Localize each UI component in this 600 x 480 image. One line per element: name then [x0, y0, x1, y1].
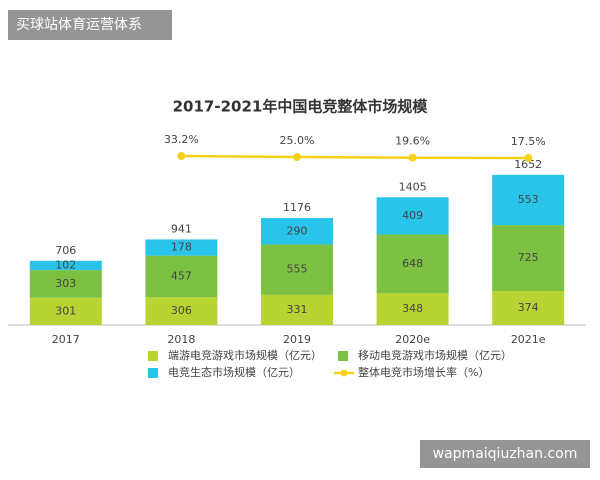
bar-segment	[376, 197, 449, 235]
segment-label: 725	[518, 251, 539, 264]
growth-label: 17.5%	[511, 135, 546, 148]
segment-label: 374	[518, 301, 539, 314]
total-label: 1405	[399, 180, 427, 193]
segment-label: 301	[55, 304, 76, 317]
legend-label: 电竞生态市场规模（亿元）	[168, 365, 300, 379]
growth-line	[181, 154, 529, 160]
total-label: 1176	[283, 201, 311, 214]
growth-label: 25.0%	[280, 134, 315, 147]
x-tick-label: 2018	[167, 333, 195, 346]
legend-swatch	[148, 368, 158, 378]
bar-segment	[29, 260, 102, 271]
segment-label: 348	[402, 302, 423, 315]
bar-segment	[29, 297, 102, 325]
segment-label: 331	[287, 303, 308, 316]
total-label: 1652	[514, 158, 542, 171]
x-tick-label: 2019	[283, 333, 311, 346]
bar-segment	[145, 297, 218, 325]
x-tick-label: 2021e	[511, 333, 546, 346]
legend-dot	[340, 369, 348, 377]
bar-segment	[492, 291, 565, 325]
segment-label: 553	[518, 193, 539, 206]
chart-title: 2017-2021年中国电竞整体市场规模	[173, 98, 429, 116]
growth-point	[293, 153, 301, 162]
growth-point	[408, 153, 417, 162]
growth-label: 33.2%	[164, 133, 199, 146]
growth-point	[177, 152, 186, 161]
segment-label: 409	[402, 209, 423, 222]
bar-segment	[29, 270, 102, 298]
x-tick-label: 2017	[52, 333, 80, 346]
segment-label: 290	[287, 224, 308, 237]
legend-label: 整体电竞市场增长率（%）	[358, 365, 489, 379]
bar-segment	[492, 174, 565, 226]
segment-label: 303	[55, 277, 76, 290]
segment-label: 102	[55, 258, 76, 271]
legend-label: 端游电竞游戏市场规模（亿元）	[168, 348, 322, 362]
watermark: wapmaiqiuzhan.com	[433, 446, 578, 462]
segment-label: 306	[171, 304, 192, 317]
bar-segment	[376, 293, 449, 325]
segment-label: 555	[287, 263, 308, 276]
watermark: 买球站体育运营体系	[16, 17, 142, 33]
total-label: 706	[55, 244, 76, 257]
legend-label: 移动电竞游戏市场规模（亿元）	[358, 348, 512, 362]
growth-label: 19.6%	[395, 135, 430, 148]
legend-swatch	[148, 351, 158, 361]
segment-label: 457	[171, 269, 192, 282]
x-tick-label: 2020e	[395, 333, 430, 346]
total-label: 941	[171, 222, 192, 235]
bar-segment	[261, 244, 333, 295]
bar-segment	[261, 294, 333, 325]
legend-swatch	[338, 351, 348, 361]
bar-segment	[376, 234, 449, 294]
bar-segment	[261, 218, 333, 245]
watermark-box	[420, 440, 590, 468]
growth-point	[524, 153, 533, 162]
bar-segment	[492, 225, 565, 291]
bar-segment	[145, 255, 218, 298]
bar-segment	[145, 239, 218, 256]
segment-label: 178	[171, 241, 192, 254]
segment-label: 648	[402, 257, 423, 270]
watermark-box	[8, 10, 172, 40]
